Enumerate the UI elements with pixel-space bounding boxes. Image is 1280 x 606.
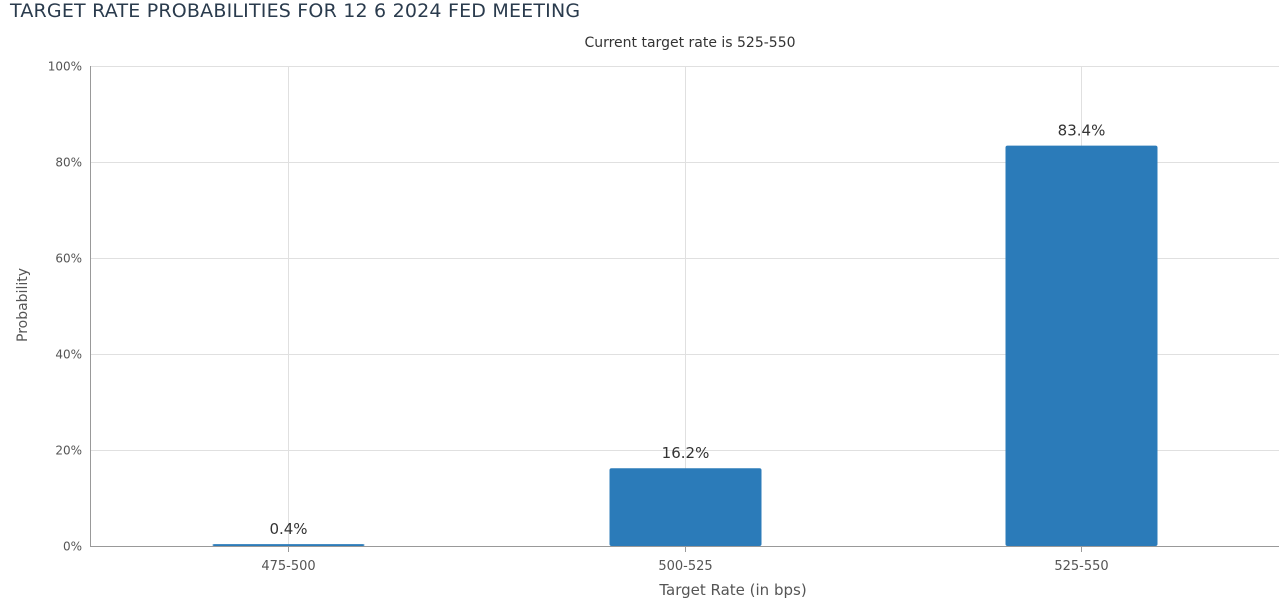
y-tick-label: 60% — [55, 252, 82, 266]
x-axis-ticks: 475-500 500-525 525-550 — [261, 546, 1109, 574]
data-label: 83.4% — [1058, 122, 1106, 140]
bar-475-500[interactable] — [212, 544, 365, 546]
data-labels: 0.4% 16.2% 83.4% — [269, 122, 1105, 538]
y-tick-label: 40% — [55, 348, 82, 362]
y-tick-label: 20% — [55, 444, 82, 458]
bars — [212, 145, 1158, 546]
x-tick-label: 525-550 — [1054, 559, 1108, 574]
page-title: TARGET RATE PROBABILITIES FOR 12 6 2024 … — [10, 0, 581, 22]
data-label: 16.2% — [662, 444, 710, 462]
y-tick-label: 100% — [48, 60, 82, 74]
x-tick-label: 475-500 — [261, 559, 315, 574]
x-axis-label: Target Rate (in bps) — [658, 581, 806, 599]
chart-subtitle: Current target rate is 525-550 — [584, 35, 795, 51]
y-tick-label: 80% — [55, 156, 82, 170]
bar-525-550[interactable] — [1005, 145, 1158, 546]
y-axis-label: Probability — [15, 268, 31, 342]
y-tick-label: 0% — [63, 540, 82, 554]
bar-500-525[interactable] — [609, 468, 762, 546]
x-tick-label: 500-525 — [658, 559, 712, 574]
data-label: 0.4% — [269, 520, 307, 538]
y-axis-ticks: 0% 20% 40% 60% 80% 100% — [48, 60, 82, 554]
